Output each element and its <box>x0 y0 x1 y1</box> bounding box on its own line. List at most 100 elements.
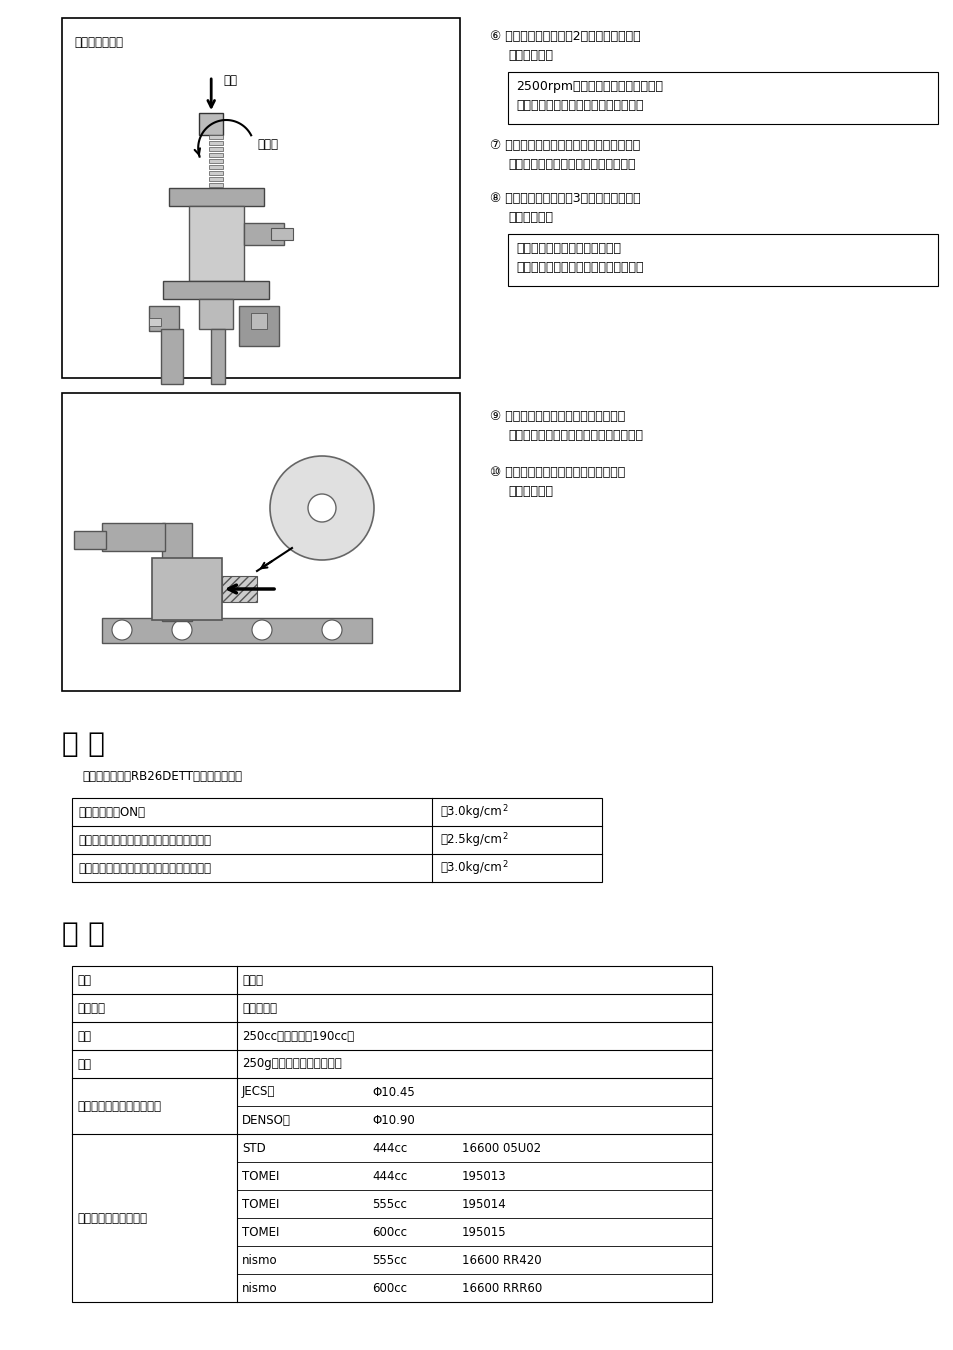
Text: 表面処理: 表面処理 <box>77 1002 105 1014</box>
Bar <box>62 393 459 691</box>
Text: ⑨ 燃圧計を取り外し、シールテープを: ⑨ 燃圧計を取り外し、シールテープを <box>490 410 624 423</box>
Bar <box>209 140 223 144</box>
Text: TOMEI: TOMEI <box>242 1169 279 1183</box>
Text: STD: STD <box>242 1142 266 1154</box>
Bar <box>209 165 223 169</box>
Circle shape <box>308 494 335 522</box>
Bar <box>102 522 165 551</box>
Bar <box>102 618 372 643</box>
Text: 195015: 195015 <box>461 1226 506 1238</box>
Bar <box>189 207 244 281</box>
Bar <box>211 329 225 383</box>
Bar <box>152 558 222 620</box>
Bar <box>209 184 223 188</box>
Text: 重量: 重量 <box>77 1057 91 1071</box>
Text: ⑥ ガソリン漏れ点検（2回目）を実施して: ⑥ ガソリン漏れ点検（2回目）を実施して <box>490 30 640 43</box>
Bar <box>209 171 223 176</box>
Text: レギュレーター: レギュレーター <box>74 36 123 49</box>
Bar <box>209 159 223 163</box>
Text: キースイッチON時: キースイッチON時 <box>78 806 145 818</box>
Bar <box>209 153 223 157</box>
Text: 16600 RRR60: 16600 RRR60 <box>461 1281 541 1295</box>
Text: Φ10.45: Φ10.45 <box>372 1085 415 1099</box>
Text: 設定燃圧（最大燃圧）の時に、: 設定燃圧（最大燃圧）の時に、 <box>516 242 620 255</box>
Bar <box>162 522 192 621</box>
Text: 600cc: 600cc <box>372 1226 407 1238</box>
Text: 容量: 容量 <box>77 1030 91 1042</box>
Text: 約3.0kg/cm: 約3.0kg/cm <box>439 806 501 818</box>
Text: 195013: 195013 <box>461 1169 506 1183</box>
Bar <box>209 135 223 139</box>
Text: ロック: ロック <box>257 138 278 151</box>
Text: ください。: ください。 <box>507 211 553 224</box>
Text: アイドル時（レギュレーターホース外す）: アイドル時（レギュレーターホース外す） <box>78 861 211 875</box>
Text: アルマイト: アルマイト <box>242 1002 276 1014</box>
Text: 約3.0kg/cm: 約3.0kg/cm <box>439 861 501 875</box>
Circle shape <box>252 620 272 640</box>
Text: アイドル時（レギュレーターホース接続）: アイドル時（レギュレーターホース接続） <box>78 833 211 846</box>
Text: 約2.5kg/cm: 約2.5kg/cm <box>439 833 501 846</box>
Bar <box>507 234 937 286</box>
Bar <box>71 798 601 882</box>
Bar <box>161 329 183 383</box>
Text: TOMEI: TOMEI <box>242 1197 279 1211</box>
Bar <box>149 306 179 331</box>
Text: 漏れが無いことを確認してください。: 漏れが無いことを確認してください。 <box>516 261 643 274</box>
Text: nismo: nismo <box>242 1281 277 1295</box>
Bar <box>199 113 223 135</box>
Bar <box>209 177 223 181</box>
Bar <box>149 319 161 325</box>
Bar <box>209 147 223 151</box>
Bar <box>244 223 284 244</box>
Text: ⑩ プラグ部のガソリン漏れを点検して: ⑩ プラグ部のガソリン漏れを点検して <box>490 466 624 479</box>
Circle shape <box>322 620 341 640</box>
Text: 調整: 調整 <box>223 74 237 86</box>
Text: DENSO用: DENSO用 <box>242 1114 291 1126</box>
Text: 材質: 材質 <box>77 973 91 987</box>
Text: 漏れが無いことを確認してください。: 漏れが無いことを確認してください。 <box>516 99 643 112</box>
Circle shape <box>112 620 132 640</box>
Text: 600cc: 600cc <box>372 1281 407 1295</box>
Bar <box>74 531 106 549</box>
Text: 555cc: 555cc <box>372 1197 406 1211</box>
Bar <box>199 298 233 329</box>
Text: ください。: ください。 <box>507 49 553 62</box>
Bar <box>239 306 279 346</box>
Text: 555cc: 555cc <box>372 1254 406 1266</box>
Bar <box>71 967 711 1301</box>
Text: 444cc: 444cc <box>372 1169 407 1183</box>
Text: 2500rpmを３分間保ち、ガソリンの: 2500rpmを３分間保ち、ガソリンの <box>516 80 662 93</box>
Text: 標準エンジン（RB26DETT）の燃圧規定値: 標準エンジン（RB26DETT）の燃圧規定値 <box>82 769 242 783</box>
Text: ロックナットで固定してください。: ロックナットで固定してください。 <box>507 158 635 171</box>
Text: 参 考: 参 考 <box>62 730 105 757</box>
Bar <box>251 313 267 329</box>
Text: 250g（フィッティング含む: 250g（フィッティング含む <box>242 1057 341 1071</box>
Bar <box>169 188 264 207</box>
Text: ⑦ 調整ボルトで閑め込んで燃圧を設定し、: ⑦ 調整ボルトで閑め込んで燃圧を設定し、 <box>490 139 639 153</box>
Circle shape <box>172 620 192 640</box>
Bar <box>163 281 269 298</box>
Text: 2: 2 <box>501 860 507 869</box>
Text: TOMEI: TOMEI <box>242 1226 279 1238</box>
Text: 2: 2 <box>501 805 507 813</box>
Text: インジェクター取付部寸法: インジェクター取付部寸法 <box>77 1099 161 1112</box>
Text: ください。: ください。 <box>507 485 553 498</box>
Text: 2: 2 <box>501 832 507 841</box>
Text: 444cc: 444cc <box>372 1142 407 1154</box>
Text: 適合インジェクター例: 適合インジェクター例 <box>77 1211 147 1224</box>
Text: nismo: nismo <box>242 1254 277 1266</box>
Bar <box>271 228 293 240</box>
Text: ⑧ ガソリン漏れ点検（3回目）を実施して: ⑧ ガソリン漏れ点検（3回目）を実施して <box>490 192 640 205</box>
Text: 仕 様: 仕 様 <box>62 919 105 948</box>
Circle shape <box>270 456 374 560</box>
Text: 介してプラグを締め付けてください。: 介してプラグを締め付けてください。 <box>507 429 642 441</box>
Text: 195014: 195014 <box>461 1197 506 1211</box>
Text: 250cc（ノーマル190cc）: 250cc（ノーマル190cc） <box>242 1030 354 1042</box>
Text: JECS用: JECS用 <box>242 1085 275 1099</box>
Bar <box>62 18 459 378</box>
Text: 16600 RR420: 16600 RR420 <box>461 1254 541 1266</box>
Bar <box>507 72 937 124</box>
Text: アルミ: アルミ <box>242 973 263 987</box>
Text: Φ10.90: Φ10.90 <box>372 1114 415 1126</box>
Bar <box>222 576 256 602</box>
